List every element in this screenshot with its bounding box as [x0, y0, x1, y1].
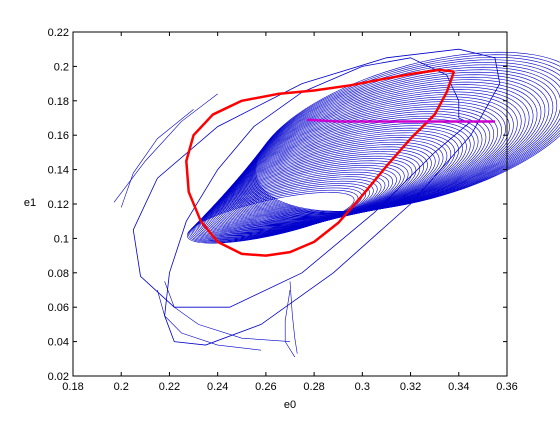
x-tick-label: 0.18	[62, 381, 83, 393]
trajectory-curve	[208, 151, 424, 232]
trajectory-curve	[247, 69, 558, 215]
x-axis-ticks: 0.18 0.2 0.22 0.24 0.26 0.28 0.3 0.32 0.34 0.36	[62, 32, 518, 393]
y-tick-label: 0.18	[48, 96, 69, 108]
trajectory-curve	[196, 174, 386, 239]
y-tick-label: 0.08	[48, 268, 69, 280]
trajectory-curve	[203, 160, 409, 235]
trajectory-curve	[233, 101, 506, 221]
trajectory-curve	[226, 115, 483, 224]
y-axis-label: e1	[24, 197, 36, 209]
trajectory-curve	[229, 108, 495, 222]
trajectory-curve	[199, 169, 394, 237]
trajectory-curve	[219, 130, 459, 227]
trajectory-curve	[241, 84, 534, 218]
x-axis-label: e0	[284, 399, 296, 411]
equilibrium-branch-layer	[306, 118, 495, 123]
limit-cycle-curve	[185, 68, 456, 257]
trajectory-curve	[214, 139, 444, 229]
trajectory-curve	[207, 153, 421, 233]
trajectory-curve	[234, 98, 510, 220]
trajectory-curve	[243, 79, 542, 217]
trajectory-curve	[245, 74, 550, 216]
trajectory-curve	[223, 120, 475, 225]
trajectory-curve	[197, 171, 390, 238]
y-tick-label: 0.16	[48, 130, 69, 142]
y-tick-label: 0.02	[48, 371, 69, 383]
x-tick-label: 0.26	[255, 381, 276, 393]
axes-background	[73, 32, 507, 376]
trajectory-curve	[235, 96, 514, 220]
trajectory-curve	[239, 86, 530, 218]
trajectory-curve	[228, 111, 491, 223]
trajectory-curve	[211, 146, 432, 231]
x-tick-label: 0.34	[448, 381, 469, 393]
trajectory-curve	[255, 51, 560, 212]
trajectory-envelope	[132, 48, 501, 346]
y-tick-label: 0.14	[48, 165, 69, 177]
trajectory-curve	[251, 61, 560, 214]
trajectory-curve	[225, 118, 479, 225]
trajectory-curve	[216, 134, 452, 228]
trajectory-curve	[237, 91, 522, 219]
y-tick-label: 0.06	[48, 302, 69, 314]
trajectory-tail	[289, 281, 298, 354]
trajectory-tail	[120, 109, 194, 208]
trajectory-curve	[246, 71, 554, 215]
trajectory-tail	[164, 281, 291, 342]
trajectory-tail	[284, 289, 296, 358]
y-tick-label: 0.12	[48, 199, 69, 211]
x-tick-label: 0.28	[303, 381, 324, 393]
trajectory-curve	[206, 155, 417, 234]
trajectory-curve	[200, 167, 397, 237]
trajectory-curve	[215, 137, 448, 229]
trajectory-curve	[222, 122, 471, 226]
x-tick-label: 0.3	[355, 381, 370, 393]
x-tick-label: 0.32	[400, 381, 421, 393]
x-tick-label: 0.2	[114, 381, 129, 393]
trajectory-curve	[212, 144, 436, 231]
trajectory-curve	[221, 125, 467, 226]
trajectory-curve	[242, 81, 538, 217]
x-tick-label: 0.36	[496, 381, 517, 393]
trajectory-curve	[209, 148, 428, 232]
trajectory-curve	[244, 76, 546, 216]
y-tick-label: 0.22	[48, 27, 69, 39]
trajectory-curve	[236, 94, 518, 220]
trajectory-tail	[113, 93, 218, 203]
trajectory-curve	[232, 103, 502, 221]
equilibrium-branch-line	[306, 118, 495, 123]
trajectory-curve	[238, 89, 526, 219]
y-tick-label: 0.04	[48, 337, 69, 349]
trajectory-curve	[205, 158, 413, 234]
trajectory-curve	[248, 66, 560, 215]
trajectory-curve	[220, 127, 463, 227]
trajectory-curve	[230, 106, 498, 222]
trajectory-curve	[254, 54, 560, 213]
y-tick-label: 0.2	[54, 61, 69, 73]
x-tick-label: 0.22	[159, 381, 180, 393]
y-tick-label: 0.1	[54, 233, 69, 245]
x-tick-label: 0.24	[207, 381, 228, 393]
trajectory-curve	[195, 176, 382, 239]
trajectory-curve	[213, 141, 440, 230]
trajectory-tail	[157, 289, 262, 351]
limit-cycle-layer	[185, 68, 456, 257]
y-axis-ticks: 0.02 0.04 0.06 0.08 0.1 0.12 0.14 0.16 0.18 0.2 0.…	[48, 27, 507, 383]
trajectory-curve	[252, 59, 560, 213]
